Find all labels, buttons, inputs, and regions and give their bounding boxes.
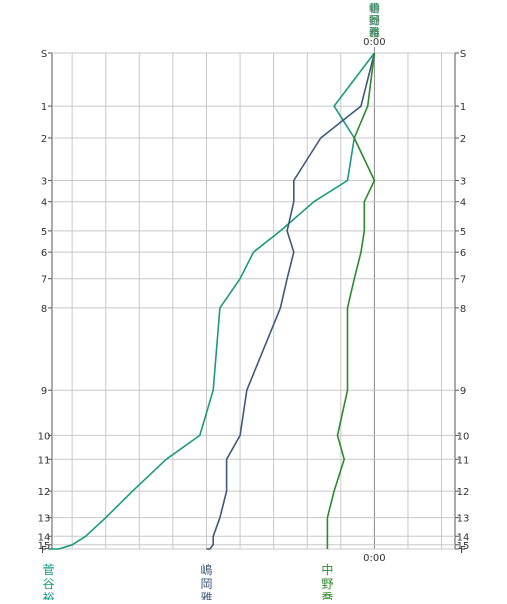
y-tick-label-left: 5 [41,227,47,238]
series-name-label-char: 嶋 [200,563,212,577]
series-name-label-char: 岡 [200,577,212,591]
x-zero-label-top: 0:00 [363,37,385,48]
series-name-label-char: 裕 [43,590,55,600]
y-tick-label-left: 12 [38,487,51,498]
y-tick-label-right: 6 [460,248,466,259]
series-name-label-char: 喬 [321,591,333,600]
y-tick-label-left: 9 [41,386,47,397]
y-tick-label-right: 15 [457,541,470,552]
series-name-label-char: 菅 [43,563,55,577]
y-tick-label-right: 5 [460,227,466,238]
y-tick-label-right: 11 [457,455,470,466]
y-tick-label-left: 15 [38,541,51,552]
series-name-label-char: 雅 [200,590,212,600]
top-stacked-label-char: 嶋 [369,1,380,15]
y-tick-label-left: 14 [38,532,51,543]
top-stacked-label-char: 岡 [369,14,380,27]
top-stacked-label-char: 菅 [369,2,380,15]
y-tick-label-left: 4 [41,198,47,209]
y-tick-label-right: 12 [457,487,470,498]
series-name-label-char: 中 [321,562,333,577]
top-stacked-label-char: 裕 [369,26,380,39]
y-tick-label-left: 3 [41,176,47,187]
y-tick-label-left: 8 [41,304,47,315]
series-name-label-char: 野 [321,577,333,591]
top-stacked-label-char: 喬 [369,25,380,39]
y-tick-label-left: 1 [41,102,47,113]
series-line-1 [48,52,376,550]
y-tick-label-right: 7 [460,275,466,286]
series-layer [48,52,376,550]
series-line-2 [206,52,376,550]
top-stacked-label-char: 中 [369,2,380,15]
top-stacked-label-char: 野 [369,14,380,27]
y-tick-label-right: 4 [460,198,466,209]
y-tick-label-right: 2 [460,134,466,145]
x-zero-label-bottom: 0:00 [363,553,385,564]
top-stacked-label-char: 谷 [369,14,380,27]
y-tick-label-right: F [460,545,466,556]
y-tick-label-right: 8 [460,304,466,315]
y-tick-label-right: 10 [457,431,470,442]
y-tick-label-left: 6 [41,248,47,259]
y-tick-label-right: 1 [460,102,466,113]
y-tick-label-right: 14 [457,532,470,543]
y-tick-label-left: F [41,545,47,556]
y-tick-label-left: S [41,49,47,60]
y-tick-label-right: 13 [457,514,470,525]
y-tick-label-left: 13 [38,514,51,525]
plot-frame [51,52,456,550]
y-tick-label-right: 9 [460,386,466,397]
y-tick-label-left: 7 [41,275,47,286]
series-name-label-char: 谷 [43,577,55,591]
grid-layer [51,47,456,550]
series-line-3 [326,52,376,549]
y-tick-label-left: 11 [38,455,51,466]
y-tick-label-left: 2 [41,134,47,145]
y-tick-label-right: S [460,49,466,60]
y-tick-label-left: 10 [38,431,51,442]
y-tick-label-right: 3 [460,176,466,187]
top-stacked-label-char: 雅 [369,25,380,39]
